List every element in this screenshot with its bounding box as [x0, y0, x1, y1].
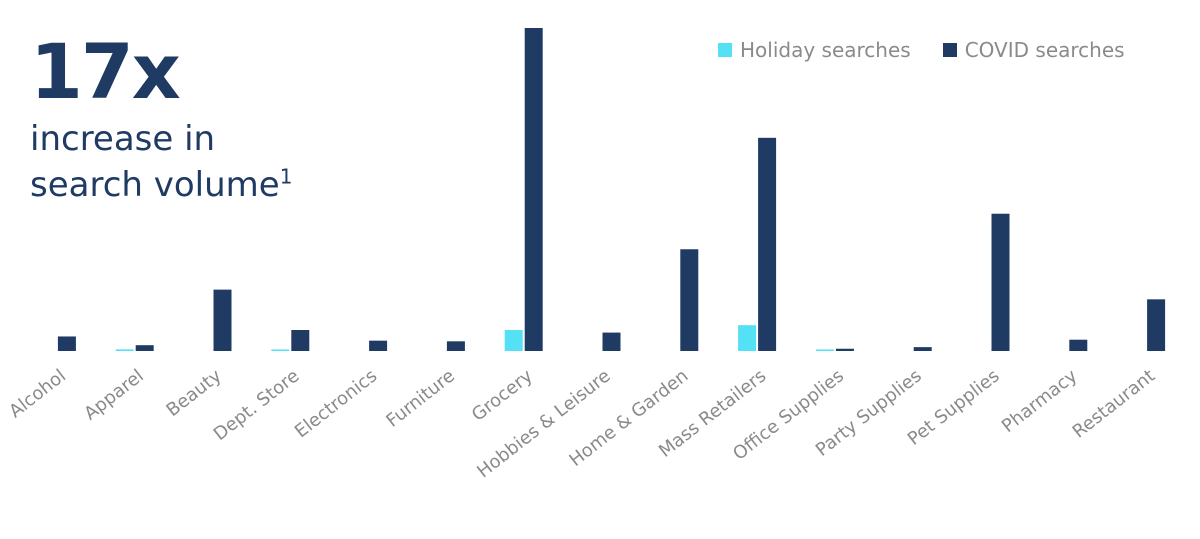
bar-covid-office-supplies — [835, 348, 854, 351]
bar-covid-party-supplies — [913, 347, 932, 351]
bar-covid-apparel — [135, 345, 154, 351]
x-tick-label: Restaurant — [1069, 365, 1160, 442]
bar-covid-alcohol — [57, 336, 76, 351]
headline: 17x increase in search volume1 — [30, 28, 292, 208]
bar-covid-pet-supplies — [991, 213, 1010, 351]
x-tick-label: Grocery — [468, 365, 537, 425]
bar-covid-furniture — [446, 341, 465, 351]
x-tick-label: Beauty — [163, 365, 226, 421]
bar-covid-mass-retailers — [758, 137, 777, 351]
bar-covid-home-garden — [680, 249, 699, 351]
bar-covid-hobbies-leisure — [602, 332, 621, 351]
legend-item-covid: COVID searches — [942, 38, 1125, 62]
legend-item-holiday: Holiday searches — [718, 38, 911, 62]
bar-holiday-dept-store — [271, 349, 290, 351]
x-tick-label: Hobbies & Leisure — [473, 365, 614, 482]
headline-line-2-text: search volume — [30, 165, 280, 205]
headline-footnote: 1 — [279, 164, 293, 189]
bar-covid-pharmacy — [1069, 339, 1088, 351]
bar-covid-beauty — [213, 289, 232, 351]
x-tick-label: Alcohol — [5, 365, 70, 422]
legend-swatch-covid — [942, 43, 957, 57]
x-tick-label: Furniture — [382, 365, 459, 431]
legend-swatch-holiday — [718, 43, 732, 57]
legend-label-covid: COVID searches — [964, 38, 1125, 62]
bar-covid-electronics — [369, 340, 388, 351]
bar-covid-grocery — [524, 28, 543, 351]
bar-covid-dept-store — [291, 330, 310, 351]
x-tick-label: Apparel — [80, 365, 148, 424]
headline-big-number: 17x — [30, 27, 181, 116]
bar-covid-restaurant — [1147, 299, 1166, 351]
x-tick-label: Electronics — [291, 365, 381, 442]
legend-label-holiday: Holiday searches — [740, 38, 911, 62]
headline-line-2: search volume1 — [30, 162, 292, 208]
headline-line-1: increase in — [30, 119, 216, 159]
x-tick-label: Dept. Store — [210, 365, 304, 445]
bar-holiday-apparel — [115, 349, 134, 351]
bar-holiday-mass-retailers — [738, 325, 757, 351]
chart-legend: Holiday searches COVID searches — [718, 38, 1157, 62]
bar-holiday-office-supplies — [815, 349, 834, 351]
bar-holiday-grocery — [504, 330, 523, 351]
